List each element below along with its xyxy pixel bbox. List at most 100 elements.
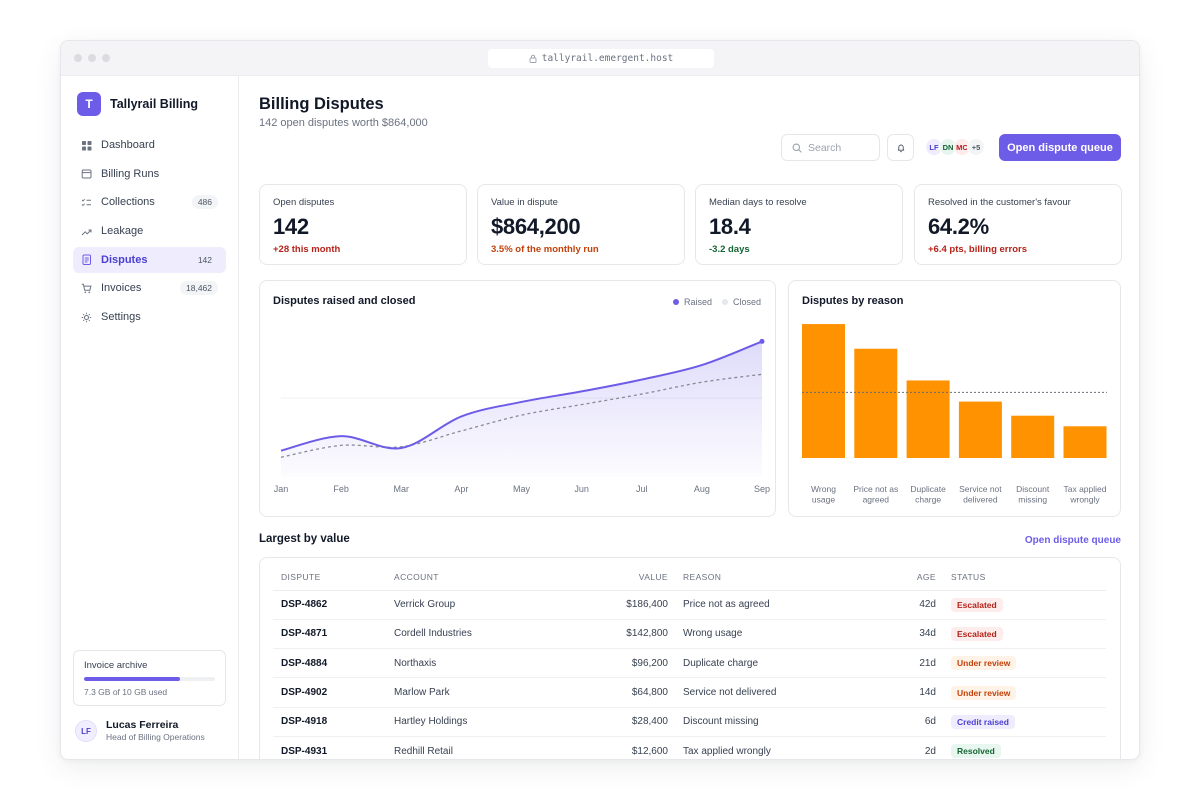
line-chart-card: Disputes raised and closed Raised Closed… [259, 280, 776, 517]
sidebar-item-leakage[interactable]: Leakage [73, 218, 226, 244]
collaborator-avatar[interactable]: DN [939, 138, 957, 156]
x-tick-label: Jun [574, 484, 589, 494]
storage-usage-text: 7.3 GB of 10 GB used [84, 687, 168, 697]
line-chart: Jan Feb Mar Apr May Jun Jul Aug Sep [274, 338, 770, 494]
dispute-value: $64,800 [584, 677, 683, 708]
table-row[interactable]: DSP-4931 Redhill Retail $12,600 Tax applied… [273, 736, 1106, 759]
x-tick-label: Service not [959, 484, 1002, 494]
sidebar-item-count: 18,462 [180, 281, 218, 296]
dispute-id[interactable]: DSP-4902 [273, 677, 394, 708]
kpi-label: Open disputes [273, 197, 335, 208]
dispute-id[interactable]: DSP-4862 [273, 590, 394, 620]
col-account[interactable]: ACCOUNT [394, 564, 584, 591]
disputes-table-card: DISPUTE ACCOUNT VALUE REASON AGE STATUS … [259, 557, 1121, 759]
bar-chart-title: Disputes by reason [802, 295, 904, 307]
sidebar-item-dashboard[interactable]: Dashboard [73, 132, 226, 158]
x-tick-label: charge [915, 495, 941, 505]
col-dispute[interactable]: DISPUTE [273, 564, 394, 591]
sidebar-item-settings[interactable]: Settings [73, 304, 226, 330]
bar[interactable] [1063, 426, 1107, 458]
account-name: Hartley Holdings [394, 707, 584, 737]
document-icon [82, 254, 91, 266]
bar[interactable] [958, 401, 1002, 458]
x-tick-label: Aug [694, 484, 710, 494]
collaborator-avatars[interactable]: LF DN MC +5 [925, 138, 985, 156]
window-dot-maximize[interactable] [102, 54, 110, 62]
kpi-value: 142 [273, 214, 309, 239]
account-name: Cordell Industries [394, 619, 584, 650]
notifications-button[interactable] [887, 134, 914, 161]
page-subtitle: 142 open disputes worth $864,000 [259, 117, 428, 129]
sidebar-item-count: 142 [197, 254, 212, 265]
window-dot-minimize[interactable] [88, 54, 96, 62]
sidebar-item-label: Disputes [101, 253, 148, 266]
col-value[interactable]: VALUE [584, 564, 683, 591]
sidebar: T Tallyrail Billing Dashboard Billing Run… [61, 76, 239, 759]
x-tick-label: May [513, 484, 531, 494]
table-row[interactable]: DSP-4871 Cordell Industries $142,800 Wrong … [273, 619, 1106, 650]
legend-label-raised: Raised [683, 297, 712, 307]
dispute-value: $28,400 [584, 707, 683, 737]
raised-endpoint[interactable] [759, 338, 765, 344]
bar[interactable] [1011, 415, 1055, 458]
gear-icon [81, 312, 92, 322]
x-tick-label: delivered [963, 495, 998, 505]
table-section-title: Largest by value [259, 533, 350, 545]
table-row[interactable]: DSP-4884 Northaxis $96,200 Duplicate charge… [273, 648, 1106, 679]
legend-raised[interactable]: Raised [672, 297, 712, 307]
sidebar-item-label: Collections [101, 196, 155, 209]
x-tick-label: missing [1018, 495, 1047, 505]
dispute-value: $142,800 [584, 619, 683, 650]
checklist-icon [81, 198, 91, 207]
open-dispute-queue-button[interactable]: Open dispute queue [999, 134, 1121, 161]
col-status[interactable]: STATUS [951, 564, 1106, 591]
brand[interactable]: T Tallyrail Billing [77, 92, 198, 116]
sidebar-item-disputes[interactable]: Disputes 142 [73, 246, 226, 273]
collaborator-avatar[interactable]: +5 [967, 138, 985, 156]
collaborator-avatar[interactable]: LF [925, 138, 943, 156]
series-line-raised[interactable] [280, 340, 763, 452]
open-dispute-queue-link[interactable]: Open dispute queue [1024, 535, 1121, 546]
lock-icon [529, 54, 537, 63]
x-tick-label: Tax applied [1063, 484, 1106, 494]
window-dot-close[interactable] [74, 54, 82, 62]
table-row[interactable]: DSP-4918 Hartley Holdings $28,400 Discount … [273, 707, 1106, 737]
account-name: Redhill Retail [394, 745, 453, 757]
dispute-id[interactable]: DSP-4931 [281, 745, 328, 757]
sidebar-item-label: Settings [101, 311, 141, 324]
bar[interactable] [854, 348, 898, 458]
bar[interactable] [802, 324, 845, 458]
table-body: DSP-4862 Verrick Group $186,400 Price not a… [273, 590, 1106, 759]
sidebar-item-collections[interactable]: Collections 486 [73, 189, 226, 215]
collaborator-avatar[interactable]: MC [953, 138, 971, 156]
kpi-delta: 3.5% of the monthly run [491, 244, 599, 255]
search-placeholder: Search [808, 141, 842, 154]
legend-closed[interactable]: Closed [721, 297, 761, 307]
dispute-id[interactable]: DSP-4871 [273, 619, 394, 650]
sidebar-item-billing-runs[interactable]: Billing Runs [73, 161, 226, 187]
col-reason[interactable]: REASON [683, 564, 896, 591]
x-tick-label: Duplicate [910, 484, 946, 494]
dispute-id[interactable]: DSP-4884 [273, 648, 394, 679]
sidebar-item-invoices[interactable]: Invoices 18,462 [73, 275, 226, 301]
search-input[interactable]: Search [781, 134, 880, 161]
kpi-card: Median days to resolve 18.4 -3.2 days [695, 184, 903, 265]
address-bar[interactable]: tallyrail.emergent.host [488, 49, 714, 68]
x-tick-label: Feb [333, 484, 349, 494]
col-age[interactable]: AGE [896, 564, 951, 591]
dispute-id[interactable]: DSP-4918 [273, 707, 394, 737]
status-cell: Escalated [951, 590, 1106, 620]
status-cell: Under review [951, 677, 1106, 708]
grid-icon [82, 140, 92, 150]
status-cell: Resolved [951, 736, 1106, 759]
dispute-age: 2d [924, 745, 936, 757]
table-row[interactable]: DSP-4902 Marlow Park $64,800 Service not de… [273, 677, 1106, 708]
sidebar-item-label: Billing Runs [101, 167, 160, 180]
user-profile[interactable]: LF Lucas Ferreira Head of Billing Operat… [75, 719, 205, 743]
x-tick-label: Discount [1016, 484, 1050, 494]
main-content: Billing Disputes 142 open disputes worth… [239, 76, 1139, 759]
series-line-closed[interactable] [280, 373, 763, 458]
table-row[interactable]: DSP-4862 Verrick Group $186,400 Price not a… [273, 590, 1106, 620]
dispute-age: 34d [896, 619, 951, 650]
bar[interactable] [906, 380, 950, 458]
